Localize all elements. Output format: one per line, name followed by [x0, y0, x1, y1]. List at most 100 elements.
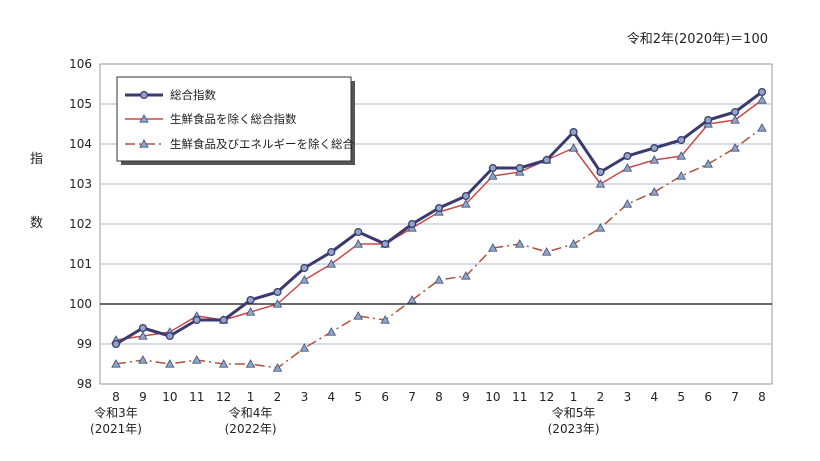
y-tick-label: 103 — [69, 177, 92, 191]
data-point-s1 — [192, 315, 201, 325]
data-point-s1 — [111, 339, 121, 349]
x-tick-label: 2 — [274, 390, 282, 404]
x-tick-label: 8 — [758, 390, 766, 404]
data-point-s3 — [595, 223, 606, 232]
year-label: (2023年) — [548, 422, 600, 436]
data-point-s1 — [381, 239, 390, 249]
data-point-s3 — [541, 247, 552, 256]
data-point-s1 — [704, 115, 713, 125]
data-point-s3 — [218, 359, 229, 368]
legend-label-1: 総合指数 — [170, 88, 216, 102]
data-point-s2 — [326, 259, 337, 268]
data-point-s1 — [461, 191, 470, 201]
x-tick-label: 12 — [539, 390, 554, 404]
data-point-s1 — [434, 203, 444, 213]
data-point-s3 — [138, 355, 148, 364]
x-tick-label: 9 — [139, 390, 147, 404]
data-point-s3 — [111, 359, 121, 368]
data-point-s3 — [245, 359, 256, 368]
y-tick-label: 104 — [69, 137, 92, 151]
data-point-s3 — [434, 275, 444, 284]
data-point-s1 — [408, 219, 417, 229]
data-point-s2 — [461, 199, 471, 208]
x-tick-label: 8 — [435, 390, 443, 404]
x-tick-label: 7 — [731, 390, 739, 404]
data-point-s1 — [219, 315, 228, 325]
y-axis-label-2: 数 — [30, 216, 44, 231]
data-point-s3 — [272, 363, 283, 372]
x-tick-label: 11 — [512, 390, 527, 404]
y-tick-label: 106 — [69, 57, 92, 71]
data-point-s2 — [595, 179, 606, 188]
year-label: (2021年) — [90, 422, 142, 436]
x-tick-label: 7 — [408, 390, 416, 404]
x-tick-label: 3 — [301, 390, 309, 404]
legend-marker-2 — [139, 114, 149, 123]
data-point-s3 — [191, 355, 202, 364]
data-point-s3 — [568, 239, 579, 248]
data-point-s3 — [407, 295, 417, 304]
x-tick-label: 3 — [624, 390, 632, 404]
data-point-s1 — [165, 331, 174, 341]
legend-label-2: 生鮮食品を除く総合指数 — [170, 112, 297, 126]
x-tick-label: 4 — [651, 390, 659, 404]
data-point-s3 — [730, 143, 740, 152]
data-point-s2 — [488, 171, 498, 180]
data-point-s2 — [272, 299, 283, 308]
y-tick-labels: 98 99 100 101 102 103 104 105 106 — [69, 57, 92, 391]
data-point-s2 — [568, 143, 579, 152]
data-point-s3 — [165, 359, 175, 368]
y-tick-label: 102 — [69, 217, 92, 231]
data-point-s1 — [488, 163, 497, 173]
data-point-s2 — [622, 163, 633, 172]
x-tick-label: 1 — [247, 390, 255, 404]
y-axis-label-1: 指 — [30, 152, 44, 167]
x-tick-label: 12 — [216, 390, 231, 404]
x-tick-label: 8 — [112, 390, 120, 404]
data-point-s1 — [327, 247, 336, 257]
data-point-s1 — [273, 287, 282, 297]
data-point-s3 — [514, 239, 525, 248]
data-point-s3 — [299, 343, 310, 352]
x-tick-label: 11 — [189, 390, 204, 404]
data-point-s2 — [299, 275, 310, 284]
data-point-s1 — [569, 127, 578, 137]
data-point-s3 — [380, 315, 390, 324]
data-point-s3 — [676, 171, 687, 180]
era-label: 令和4年 — [229, 405, 273, 420]
y-tick-label: 101 — [69, 257, 92, 271]
legend-marker-3 — [139, 139, 149, 148]
x-tick-label: 1 — [570, 390, 578, 404]
data-point-s3 — [703, 159, 713, 168]
year-label: (2022年) — [225, 422, 277, 436]
data-point-s1 — [542, 155, 551, 165]
data-point-s3 — [757, 123, 767, 132]
x-tick-label: 6 — [704, 390, 712, 404]
data-point-s1 — [300, 263, 309, 273]
x-tick-label: 5 — [354, 390, 362, 404]
data-point-s3 — [326, 327, 337, 336]
x-tick-label: 2 — [597, 390, 605, 404]
data-point-s2 — [138, 331, 148, 340]
data-point-s1 — [596, 167, 605, 177]
data-point-s1 — [515, 163, 524, 173]
data-point-s1 — [677, 135, 686, 145]
data-point-s1 — [623, 151, 632, 161]
x-tick-label: 4 — [328, 390, 336, 404]
data-point-s3 — [622, 199, 633, 208]
x-tick-label: 10 — [162, 390, 177, 404]
legend-label-3: 生鮮食品及びエネルギーを除く総合 — [170, 137, 354, 151]
data-point-s2 — [353, 239, 364, 248]
data-point-s1 — [138, 323, 147, 333]
data-point-s3 — [461, 271, 471, 280]
data-point-s2 — [649, 155, 660, 164]
series-markers — [111, 87, 767, 372]
y-tick-label: 100 — [69, 297, 92, 311]
data-point-s3 — [649, 187, 660, 196]
x-tick-label: 9 — [462, 390, 470, 404]
y-tick-label: 98 — [77, 377, 92, 391]
data-point-s2 — [245, 307, 256, 316]
x-tick-label: 10 — [485, 390, 500, 404]
y-tick-label: 105 — [69, 97, 92, 111]
